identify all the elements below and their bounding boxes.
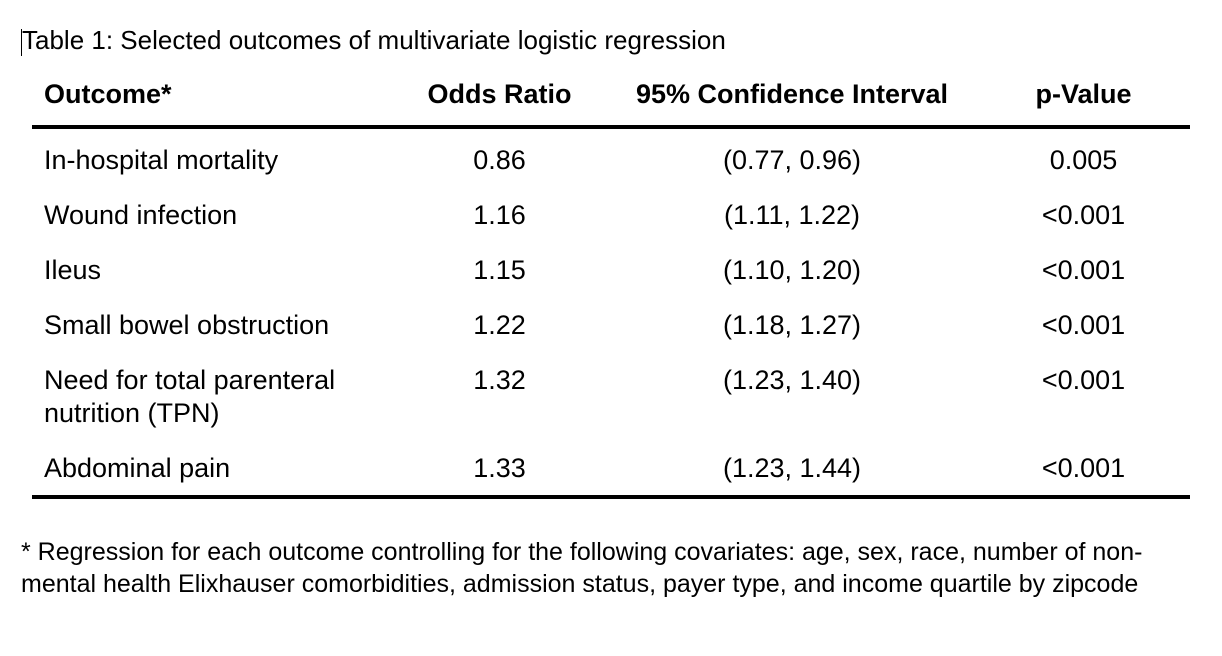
results-table-container: Outcome* Odds Ratio 95% Confidence Inter… (32, 74, 1190, 499)
cell-outcome: Need for total parenteral nutrition (TPN… (44, 365, 336, 428)
cell-p-value: <0.001 (1041, 200, 1126, 230)
cell-odds-ratio: 1.32 (473, 365, 526, 395)
cell-odds-ratio: 1.22 (473, 310, 526, 340)
table-body: In-hospital mortality 0.86 (0.77, 0.96) … (32, 127, 1190, 499)
table-caption: Table 1: Selected outcomes of multivaria… (22, 25, 726, 55)
header-row: Outcome* Odds Ratio 95% Confidence Inter… (32, 74, 1190, 129)
cell-p-value: <0.001 (1041, 365, 1126, 395)
cell-odds-ratio: 0.86 (473, 145, 526, 175)
table-row: Need for total parenteral nutrition (TPN… (32, 364, 1190, 452)
cell-outcome: In-hospital mortality (44, 145, 279, 175)
results-table: Outcome* Odds Ratio 95% Confidence Inter… (32, 74, 1190, 499)
cell-p-value: <0.001 (1041, 255, 1126, 285)
cell-p-value: <0.001 (977, 452, 1190, 499)
table-footnote: * Regression for each outcome controllin… (21, 538, 1143, 598)
cell-confidence-interval: (1.18, 1.27) (722, 310, 862, 340)
cell-odds-ratio: 1.16 (473, 200, 526, 230)
text-cursor (21, 29, 22, 56)
cell-confidence-interval: (0.77, 0.96) (722, 145, 862, 175)
cell-p-value: <0.001 (1041, 310, 1126, 340)
cell-outcome: Ileus (44, 255, 102, 285)
cell-confidence-interval: (1.23, 1.44) (607, 452, 977, 499)
table-header: Outcome* Odds Ratio 95% Confidence Inter… (32, 74, 1190, 129)
cell-odds-ratio: 1.15 (473, 255, 526, 285)
cell-outcome: Wound infection (44, 200, 238, 230)
cell-confidence-interval: (1.11, 1.22) (723, 200, 861, 230)
header-confidence-interval: 95% Confidence Interval (607, 74, 977, 129)
table-row: Ileus 1.15 (1.10, 1.20) <0.001 (32, 254, 1190, 309)
cell-confidence-interval: (1.10, 1.20) (722, 255, 862, 285)
cell-outcome: Small bowel obstruction (44, 310, 330, 340)
header-outcome: Outcome* (32, 74, 392, 129)
header-p-value: p-Value (977, 74, 1190, 129)
cell-odds-ratio: 1.33 (392, 452, 607, 499)
table-row: Wound infection 1.16 (1.11, 1.22) <0.001 (32, 199, 1190, 254)
header-odds-ratio: Odds Ratio (392, 74, 607, 129)
cell-p-value: 0.005 (1049, 145, 1118, 175)
cell-outcome: Abdominal pain (32, 452, 392, 499)
table-row: Abdominal pain 1.33 (1.23, 1.44) <0.001 (32, 452, 1190, 499)
table-row: In-hospital mortality 0.86 (0.77, 0.96) … (32, 127, 1190, 199)
cell-confidence-interval: (1.23, 1.40) (722, 365, 862, 395)
table-row: Small bowel obstruction 1.22 (1.18, 1.27… (32, 309, 1190, 364)
